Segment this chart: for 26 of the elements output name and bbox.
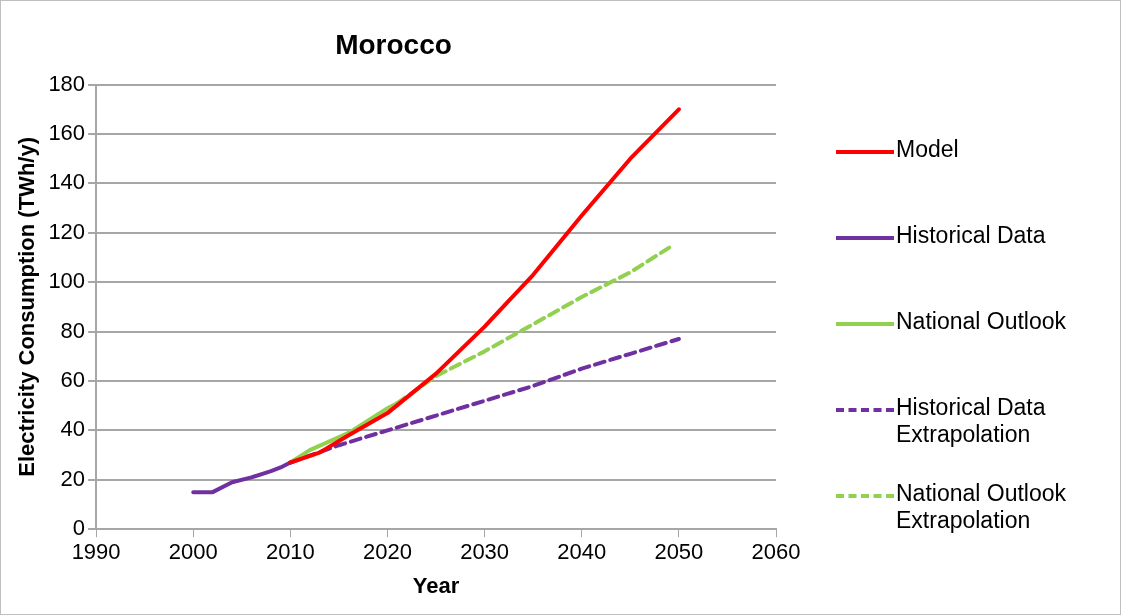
x-tick-label: 1990	[71, 539, 121, 565]
legend-label: Historical Data Extrapolation	[896, 394, 1047, 448]
x-tick-label: 2000	[168, 539, 218, 565]
legend-label: Historical Data	[896, 222, 1046, 249]
y-tick-label: 40	[60, 416, 86, 442]
x-tick-label: 2050	[654, 539, 704, 565]
y-tick-label: 20	[60, 465, 86, 491]
x-axis-title: Year	[412, 572, 460, 598]
x-tick-label: 2030	[460, 539, 510, 565]
y-tick-label: 0	[72, 515, 86, 541]
x-tick-label: 2060	[751, 539, 801, 565]
y-tick-label: 180	[48, 70, 86, 96]
y-tick-label: 100	[48, 268, 86, 294]
y-tick-label: 80	[60, 317, 86, 343]
y-tick-label: 120	[48, 218, 86, 244]
x-tick-label: 2040	[557, 539, 607, 565]
y-tick-label: 140	[48, 169, 86, 195]
x-tick-label: 2020	[363, 539, 412, 565]
legend-label: National Outlook Extrapolation	[896, 480, 1068, 534]
y-tick-label: 160	[48, 120, 86, 146]
y-tick-label: 60	[60, 367, 86, 393]
x-tick-label: 2010	[265, 539, 315, 565]
legend-label: National Outlook	[896, 308, 1067, 335]
y-axis-title: Electricity Consumption (TWh/y)	[14, 137, 40, 477]
chart-title: Morocco	[335, 28, 452, 60]
legend-label: Model	[896, 136, 959, 163]
